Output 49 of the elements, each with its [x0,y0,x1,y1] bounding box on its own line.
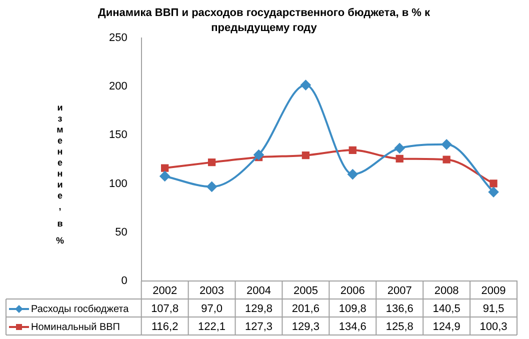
data-label: 97,0 [201,303,222,316]
x-tick-label: 2005 [293,285,318,298]
y-tick-label: 0 [121,275,128,288]
data-label: 100,3 [480,321,508,334]
point [394,143,405,154]
data-label: 124,9 [432,321,460,334]
point [442,156,450,164]
point [254,150,264,160]
point [442,139,452,150]
y-tick-label: 50 [115,226,128,238]
x-tick-label: 2003 [200,285,224,298]
data-label: 136,6 [386,303,414,316]
point [300,80,311,90]
y-tick-label: 150 [108,129,128,142]
data-label: 140,5 [432,303,460,316]
x-tick-label: 2002 [152,285,178,298]
point [348,146,356,154]
point [396,154,404,163]
data-label: 91,5 [482,303,504,316]
x-tick-label: 2004 [246,285,271,298]
y-tick-label: 200 [108,80,128,93]
data-label: 107,8 [151,303,179,316]
point [302,151,310,160]
data-label: 134,6 [338,321,366,334]
text: изменение, в % [56,102,64,246]
point [488,187,499,198]
x-tick-label: 2009 [481,285,506,298]
legend-label: Номинальный ВВП [31,322,120,333]
data-label: 116,2 [151,321,178,334]
data-label: 201,6 [292,303,320,316]
y-tick-label: 100 [108,178,128,190]
y-tick-label: 250 [108,32,128,44]
x-tick-label: 2006 [340,285,365,298]
data-label: 122,1 [198,321,226,334]
point [208,158,216,166]
data-label: 109,8 [338,303,366,316]
chart-title: Динамика ВВП и расходов государственного бюджета, в % к предыдущему году [98,7,431,34]
legend-label: Расходы госбюджета [31,304,130,315]
data-label: 127,3 [244,321,273,334]
data-label: 129,3 [292,321,320,334]
point [490,180,498,188]
data-label: 129,8 [244,303,273,316]
point [206,182,217,192]
x-tick-label: 2008 [434,285,459,298]
point [160,171,170,182]
x-tick-label: 2007 [387,285,412,298]
point [348,169,358,180]
point [161,164,169,172]
data-label: 125,8 [386,321,414,334]
